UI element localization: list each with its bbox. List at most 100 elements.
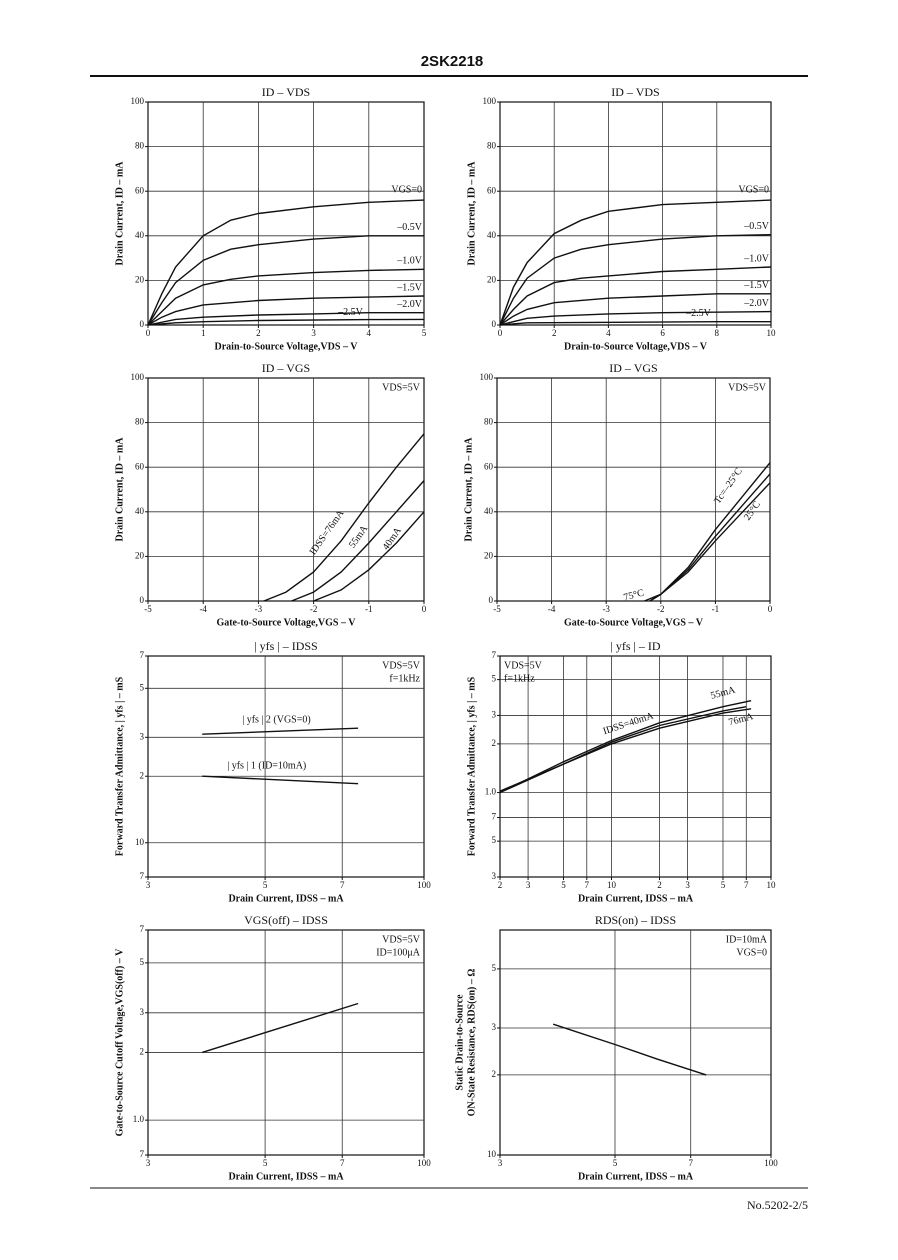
- chart-title: VGS(off) – IDSS: [244, 913, 328, 927]
- y-tick-label: 5: [492, 963, 497, 973]
- y-tick-label: 3: [492, 871, 497, 881]
- curve-label: –0.5V: [396, 222, 423, 233]
- y-tick-label: 3: [140, 1007, 145, 1017]
- x-tick-label: -2: [310, 604, 318, 614]
- y-tick-label: 40: [135, 230, 145, 240]
- curve-label: –2.5V: [337, 307, 364, 318]
- curve: [499, 266, 772, 326]
- x-tick-label: -1: [712, 604, 720, 614]
- x-tick-label: 7: [340, 880, 345, 890]
- y-tick-label: 80: [135, 417, 145, 427]
- y-tick-label: 7: [140, 650, 145, 660]
- y-tick-label: 60: [135, 461, 145, 471]
- y-tick-label: 0: [489, 595, 494, 605]
- condition-note: f=1kHz: [504, 673, 535, 684]
- curve: [499, 708, 752, 792]
- x-axis-label: Gate-to-Source Voltage,VGS – V: [564, 617, 704, 628]
- y-tick-label: 3: [140, 731, 145, 741]
- x-tick-label: 7: [340, 1158, 345, 1168]
- plot-frame: [499, 655, 772, 878]
- x-tick-label: -5: [493, 604, 501, 614]
- chart-title: ID – VDS: [262, 85, 310, 99]
- y-axis-label: Drain Current, ID – mA: [114, 161, 125, 266]
- x-tick-label: 5: [263, 1158, 268, 1168]
- y-tick-label: 60: [484, 461, 494, 471]
- condition-note: VDS=5V: [504, 660, 543, 671]
- y-tick-label: 100: [131, 96, 145, 106]
- x-tick-label: 7: [585, 880, 590, 890]
- page-number: No.5202-2/5: [747, 1198, 808, 1212]
- curve: [202, 727, 359, 735]
- x-tick-label: 3: [526, 880, 531, 890]
- x-tick-label: 2: [256, 328, 261, 338]
- curve: [649, 482, 771, 602]
- x-tick-label: 6: [660, 328, 665, 338]
- x-tick-label: 2: [657, 880, 662, 890]
- y-axis-label: Static Drain-to-Source: [454, 994, 465, 1091]
- curve-label: –2.5V: [685, 308, 712, 319]
- x-tick-label: 3: [146, 880, 151, 890]
- x-tick-label: 5: [721, 880, 726, 890]
- curve: [499, 700, 752, 794]
- curve: [202, 775, 359, 785]
- y-tick-label: 20: [135, 550, 145, 560]
- curve: [147, 235, 424, 326]
- x-tick-label: 0: [498, 328, 503, 338]
- y-tick-label: 40: [135, 506, 145, 516]
- curve: [499, 310, 772, 326]
- y-tick-label: 5: [492, 835, 497, 845]
- x-tick-label: 3: [685, 880, 690, 890]
- curve: [147, 199, 425, 326]
- curve-label: –1.0V: [396, 256, 423, 267]
- x-tick-label: 3: [146, 1158, 151, 1168]
- x-tick-label: 100: [417, 880, 431, 890]
- condition-note: VDS=5V: [382, 660, 421, 671]
- condition-note: VGS=0: [736, 947, 767, 958]
- page-title: 2SK2218: [421, 53, 484, 70]
- plot-frame: [147, 655, 425, 878]
- x-tick-label: -3: [255, 604, 263, 614]
- curve: [644, 462, 771, 602]
- curve: [499, 293, 771, 326]
- x-tick-label: 100: [764, 1158, 778, 1168]
- chart-title: ID – VDS: [611, 85, 659, 99]
- y-tick-label: 2: [492, 738, 497, 748]
- x-tick-label: 4: [606, 328, 611, 338]
- x-axis-label: Drain-to-Source Voltage,VDS – V: [215, 341, 359, 352]
- y-axis-label: ON-State Resistance, RDS(on) – Ω: [466, 969, 477, 1117]
- curve-label: –2.0V: [396, 299, 423, 310]
- curve-label: | yfs | 1 (ID=10mA): [227, 761, 306, 772]
- x-tick-label: 0: [146, 328, 151, 338]
- y-tick-label: 5: [492, 674, 497, 684]
- x-axis-label: Drain Current, IDSS – mA: [228, 1171, 344, 1182]
- condition-note: VDS=5V: [382, 934, 421, 945]
- y-tick-label: 20: [135, 274, 145, 284]
- y-tick-label: 3: [492, 1022, 497, 1032]
- chart-title: | yfs | – IDSS: [254, 639, 317, 653]
- plot-frame: [499, 101, 772, 326]
- condition-note: ID=10mA: [726, 934, 768, 945]
- x-tick-label: 2: [498, 880, 503, 890]
- x-axis-label: Drain Current, IDSS – mA: [578, 1171, 694, 1182]
- y-tick-label: 0: [492, 319, 497, 329]
- y-tick-label: 1.0: [133, 1114, 145, 1124]
- x-tick-label: 10: [767, 328, 777, 338]
- y-tick-label: 7: [140, 924, 145, 934]
- curve-label: –2.0V: [743, 298, 770, 309]
- y-tick-label: 40: [484, 506, 494, 516]
- curve: [147, 268, 425, 326]
- y-tick-label: 100: [480, 372, 494, 382]
- condition-note: f=1kHz: [389, 673, 420, 684]
- chart-title: ID – VGS: [262, 361, 310, 375]
- curve-label: –1.5V: [396, 282, 423, 293]
- x-axis-label: Drain Current, IDSS – mA: [228, 893, 344, 904]
- plot-frame: [147, 101, 425, 326]
- curve: [263, 433, 425, 602]
- curve-label: 76mA: [728, 711, 756, 728]
- x-tick-label: -2: [657, 604, 665, 614]
- y-axis-label: Drain Current, ID – mA: [466, 161, 477, 266]
- curve: [499, 234, 772, 326]
- x-tick-label: 5: [613, 1158, 618, 1168]
- x-tick-label: 5: [422, 328, 427, 338]
- x-tick-label: 100: [417, 1158, 431, 1168]
